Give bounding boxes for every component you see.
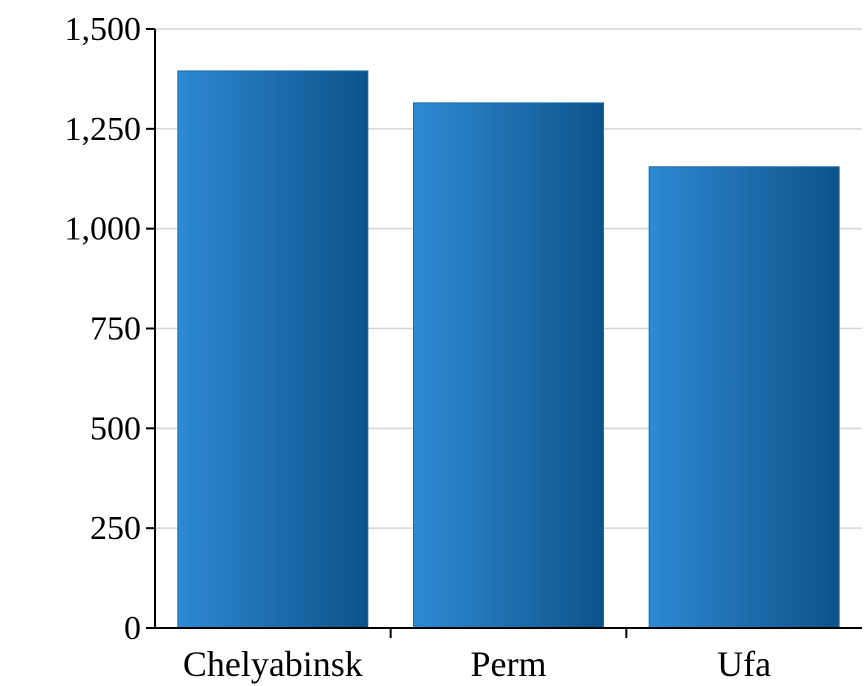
x-category-label: Ufa [717, 644, 771, 684]
y-tick-label: 0 [124, 610, 141, 647]
x-category-label: Chelyabinsk [183, 644, 363, 684]
x-category-label: Perm [471, 644, 547, 684]
y-tick-label: 250 [90, 510, 141, 547]
y-tick-label: 1,250 [65, 111, 142, 148]
bar-chelyabinsk [177, 70, 369, 629]
y-tick-label: 500 [90, 410, 141, 447]
y-tick-label: 1,500 [65, 11, 142, 48]
y-tick-label: 1,000 [65, 211, 142, 248]
bars [177, 70, 840, 629]
x-tick-labels: Chelyabinsk Perm Ufa [183, 644, 771, 684]
bar-ufa [648, 166, 840, 629]
y-tick-labels: 0 250 500 750 1,000 1,250 1,500 [65, 11, 142, 647]
bar-perm [413, 102, 604, 629]
y-tick-label: 750 [90, 311, 141, 348]
axes [146, 28, 862, 638]
